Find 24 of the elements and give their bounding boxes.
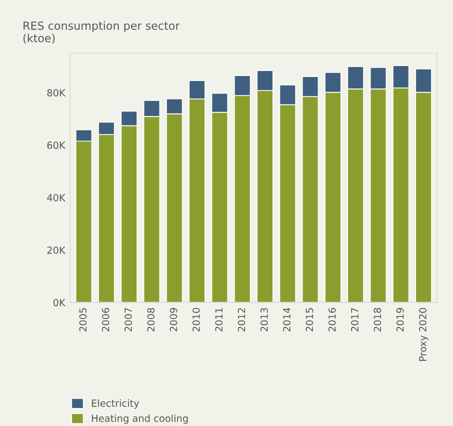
x-tick-label: 2015	[306, 308, 314, 332]
x-tick-label: 2014	[283, 308, 290, 332]
y-tick-label: 60K	[47, 142, 66, 149]
chart-title: RES consumption per sector (ktoe)	[23, 21, 180, 44]
x-tick-label: 2013	[260, 308, 268, 332]
x-tick-label: 2019	[396, 308, 404, 332]
y-tick-label: 0K	[53, 298, 66, 306]
x-tick-label: Proxy 2020	[419, 308, 428, 361]
x-tick-label: 2006	[102, 308, 110, 332]
x-tick-label: 2012	[238, 308, 246, 332]
x-tick-label: 2010	[192, 308, 200, 332]
y-tick-label: 80K	[47, 89, 66, 96]
x-tick-label: 2009	[170, 308, 178, 332]
x-tick-label: 2017	[351, 308, 358, 332]
legend-label: Heating and cooling	[92, 414, 188, 424]
x-tick-label: 2011	[215, 308, 223, 332]
x-tick-label: 2018	[374, 308, 382, 332]
x-tick-label: 2005	[79, 308, 87, 332]
x-tick-label: 2016	[328, 308, 336, 332]
x-tick-label: 2007	[124, 308, 132, 332]
x-tick-label: 2008	[147, 308, 155, 332]
y-tick-label: 20K	[47, 246, 66, 254]
y-tick-label: 40K	[47, 194, 66, 202]
legend-label: Electricity	[92, 399, 140, 409]
